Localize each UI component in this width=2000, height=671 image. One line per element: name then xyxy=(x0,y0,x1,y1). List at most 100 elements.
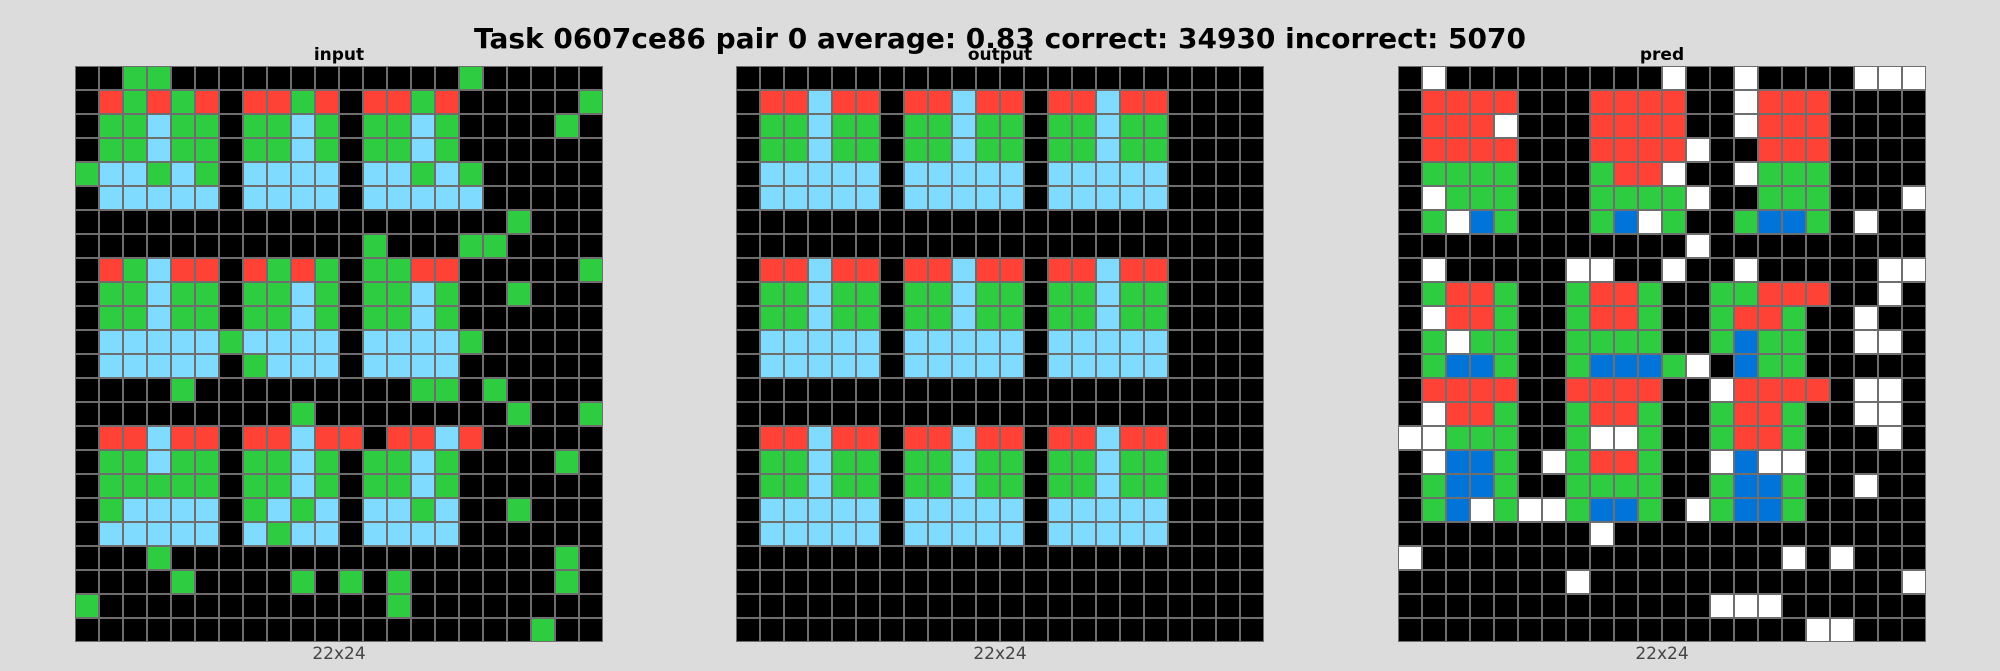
grid-cell xyxy=(1398,594,1422,618)
grid-cell xyxy=(1144,258,1168,282)
grid-cell xyxy=(880,210,904,234)
grid-cell xyxy=(1830,474,1854,498)
grid-cell xyxy=(459,330,483,354)
grid-cell xyxy=(736,546,760,570)
grid-cell xyxy=(1902,354,1926,378)
grid-cell xyxy=(1216,66,1240,90)
grid-cell xyxy=(1662,498,1686,522)
grid-cell xyxy=(928,546,952,570)
grid-cell xyxy=(99,594,123,618)
grid-cell xyxy=(1566,522,1590,546)
grid-cell xyxy=(1000,66,1024,90)
grid-cell xyxy=(784,354,808,378)
grid-cell xyxy=(1902,186,1926,210)
grid-cell xyxy=(1120,522,1144,546)
grid-cell xyxy=(123,66,147,90)
grid-cell xyxy=(880,570,904,594)
grid-cell xyxy=(904,498,928,522)
grid-cell xyxy=(387,354,411,378)
grid-cell xyxy=(1494,138,1518,162)
grid-cell xyxy=(219,378,243,402)
grid-cell xyxy=(555,378,579,402)
grid-cell xyxy=(1566,354,1590,378)
grid-cell xyxy=(760,474,784,498)
grid-cell xyxy=(1120,594,1144,618)
grid-cell xyxy=(952,378,976,402)
grid-cell xyxy=(75,546,99,570)
grid-cell xyxy=(952,426,976,450)
grid-cell xyxy=(315,114,339,138)
grid-cell xyxy=(555,546,579,570)
grid-cell xyxy=(411,546,435,570)
grid-cell xyxy=(856,618,880,642)
grid-cell xyxy=(1240,258,1264,282)
grid-cell xyxy=(1144,594,1168,618)
grid-cell xyxy=(1216,498,1240,522)
grid-cell xyxy=(75,306,99,330)
input-grid xyxy=(75,66,603,642)
grid-cell xyxy=(507,306,531,330)
grid-cell xyxy=(1216,402,1240,426)
grid-cell xyxy=(1240,90,1264,114)
grid-cell xyxy=(579,546,603,570)
grid-cell xyxy=(1758,402,1782,426)
grid-cell xyxy=(555,114,579,138)
grid-cell xyxy=(99,378,123,402)
grid-cell xyxy=(99,522,123,546)
grid-cell xyxy=(1000,138,1024,162)
grid-cell xyxy=(1000,282,1024,306)
grid-cell xyxy=(171,546,195,570)
grid-cell xyxy=(1902,426,1926,450)
grid-cell xyxy=(1168,210,1192,234)
grid-cell xyxy=(1000,522,1024,546)
grid-cell xyxy=(1854,330,1878,354)
grid-cell xyxy=(147,282,171,306)
grid-cell xyxy=(1710,570,1734,594)
grid-cell xyxy=(976,282,1000,306)
grid-cell xyxy=(1446,306,1470,330)
grid-cell xyxy=(1144,570,1168,594)
grid-cell xyxy=(952,594,976,618)
grid-cell xyxy=(483,138,507,162)
grid-cell xyxy=(99,234,123,258)
grid-cell xyxy=(147,114,171,138)
grid-cell xyxy=(736,210,760,234)
grid-cell xyxy=(1734,90,1758,114)
grid-cell xyxy=(387,426,411,450)
grid-cell xyxy=(1542,474,1566,498)
grid-cell xyxy=(435,354,459,378)
grid-cell xyxy=(339,306,363,330)
grid-cell xyxy=(1240,570,1264,594)
grid-cell xyxy=(736,66,760,90)
grid-cell xyxy=(784,138,808,162)
grid-cell xyxy=(1048,138,1072,162)
grid-cell xyxy=(507,594,531,618)
grid-cell xyxy=(1192,570,1216,594)
grid-cell xyxy=(387,234,411,258)
grid-cell xyxy=(291,402,315,426)
grid-cell xyxy=(1144,498,1168,522)
grid-cell xyxy=(267,210,291,234)
grid-cell xyxy=(1734,498,1758,522)
grid-cell xyxy=(1096,114,1120,138)
grid-cell xyxy=(1734,210,1758,234)
grid-cell xyxy=(1830,138,1854,162)
grid-cell xyxy=(579,450,603,474)
grid-cell xyxy=(1240,522,1264,546)
grid-cell xyxy=(1806,498,1830,522)
grid-cell xyxy=(243,546,267,570)
grid-cell xyxy=(1518,186,1542,210)
grid-cell xyxy=(1686,570,1710,594)
grid-cell xyxy=(195,330,219,354)
grid-cell xyxy=(1192,546,1216,570)
grid-cell xyxy=(1048,594,1072,618)
grid-cell xyxy=(555,522,579,546)
grid-cell xyxy=(459,306,483,330)
grid-cell xyxy=(219,354,243,378)
grid-cell xyxy=(1398,546,1422,570)
grid-cell xyxy=(1686,522,1710,546)
grid-cell xyxy=(1398,618,1422,642)
grid-cell xyxy=(1806,162,1830,186)
grid-cell xyxy=(832,162,856,186)
grid-cell xyxy=(1216,570,1240,594)
